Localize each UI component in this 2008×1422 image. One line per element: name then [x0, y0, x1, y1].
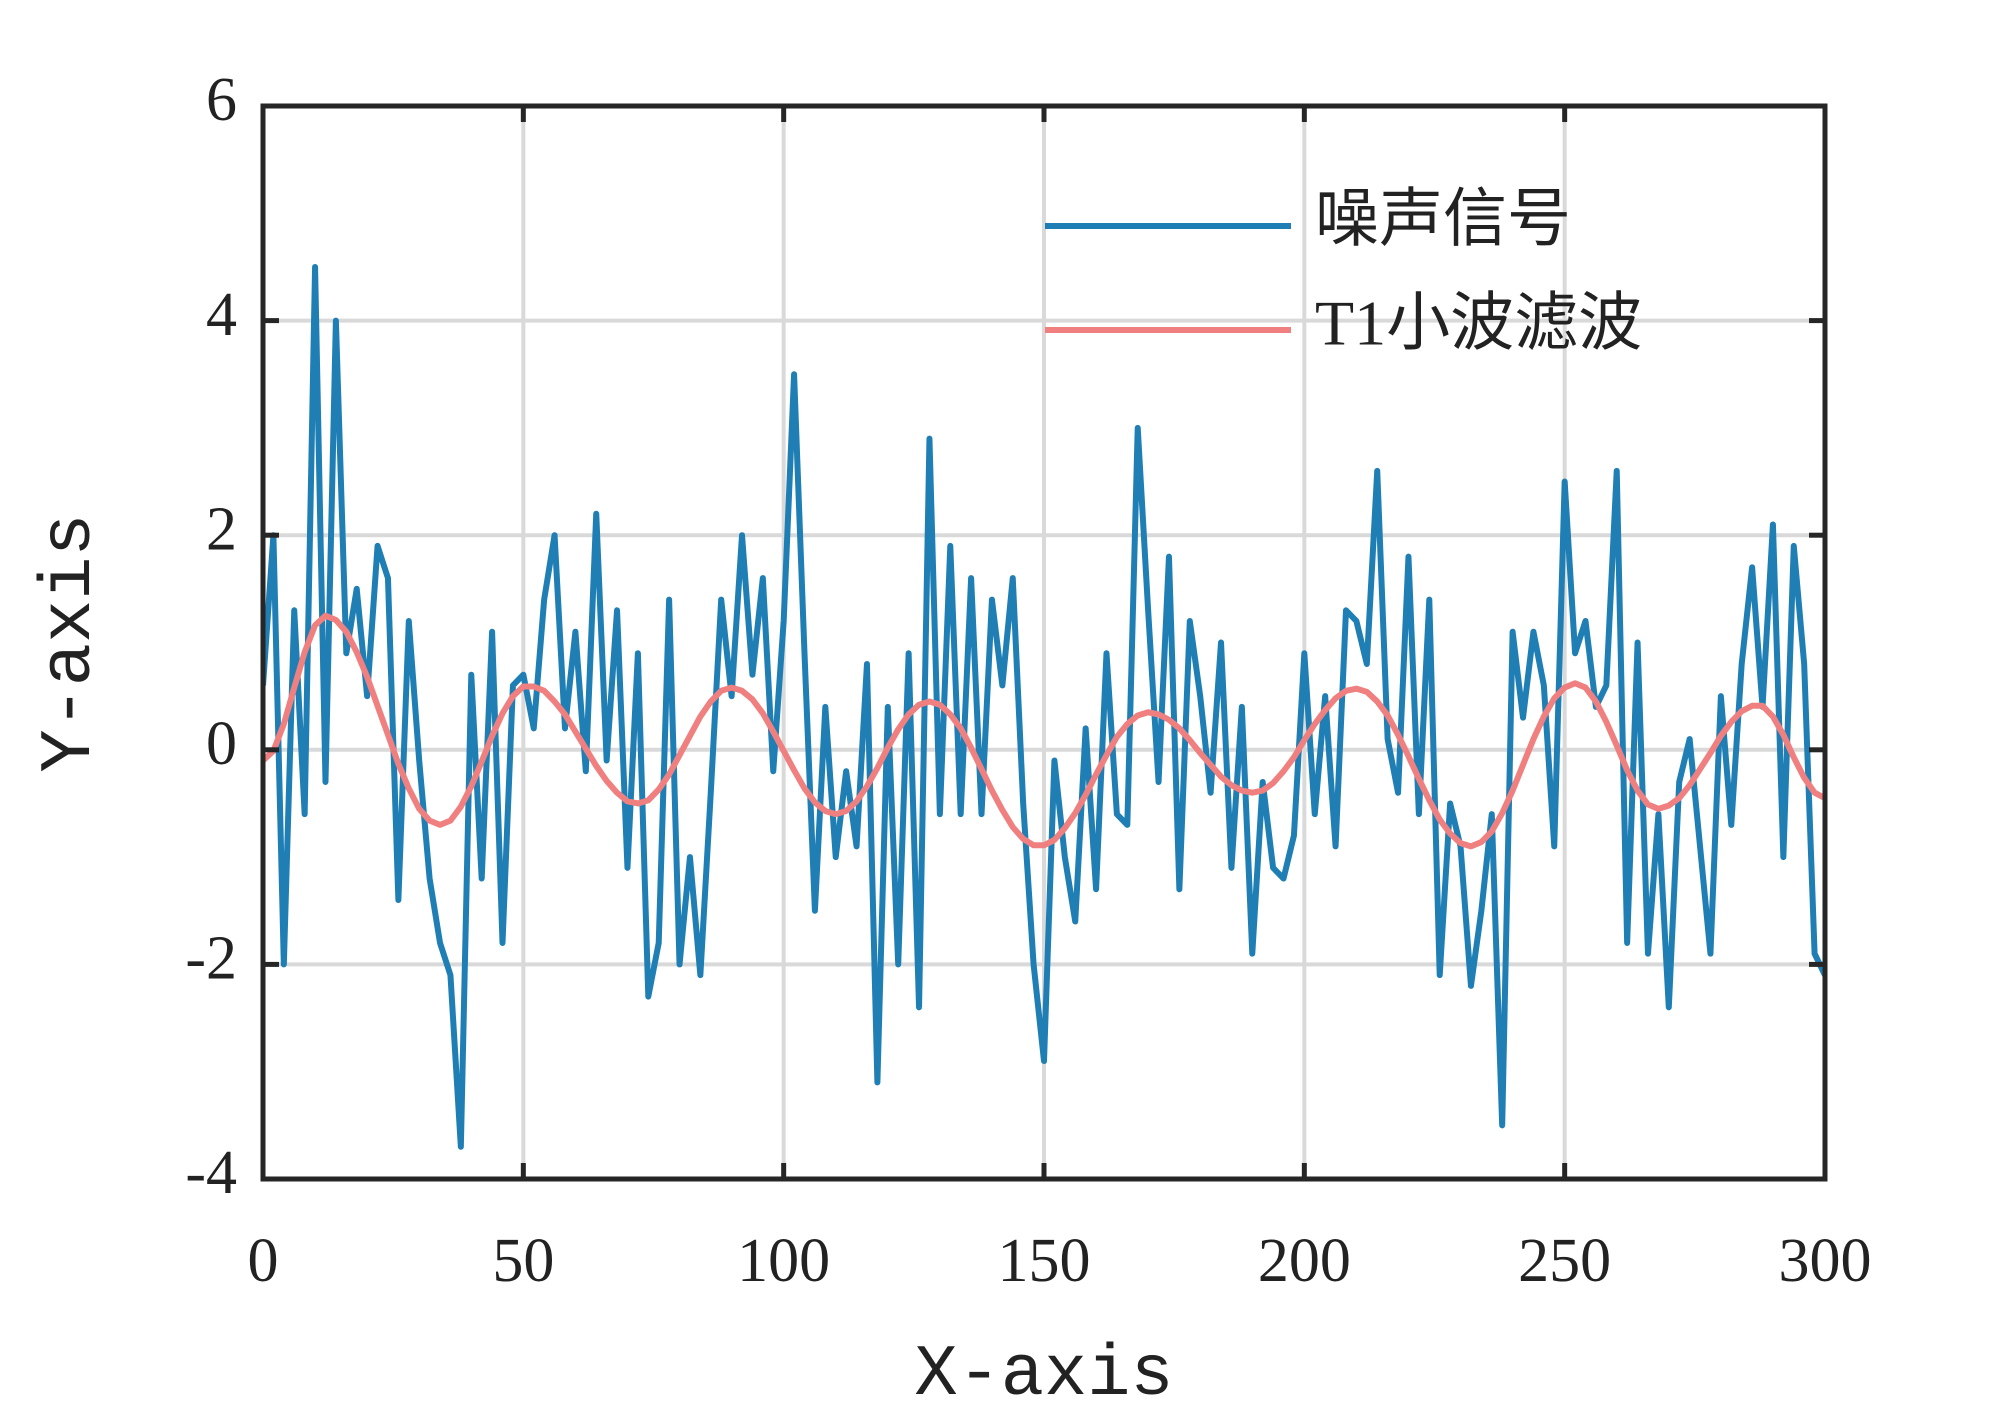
x-tick-label: 150: [998, 1227, 1091, 1295]
x-axis-label: X-axis: [914, 1334, 1173, 1416]
legend-label: 噪声信号: [1315, 184, 1571, 255]
y-tick-label: 6: [206, 66, 237, 134]
y-tick-label: -2: [185, 925, 237, 993]
x-tick-label: 200: [1258, 1227, 1351, 1295]
x-tick-label: 0: [248, 1227, 279, 1295]
x-tick-label: 50: [492, 1227, 554, 1295]
y-axis-label: Y-axis: [29, 513, 111, 772]
legend-label: T1小波滤波: [1315, 288, 1642, 359]
y-tick-label: 2: [206, 495, 237, 563]
x-tick-label: 300: [1779, 1227, 1872, 1295]
series-line: [263, 263, 1825, 1150]
y-tick-label: 4: [206, 281, 237, 349]
x-tick-label: 100: [737, 1227, 830, 1295]
y-tick-label: -4: [185, 1139, 237, 1207]
x-tick-label: 250: [1518, 1227, 1611, 1295]
y-tick-label: 0: [206, 710, 237, 778]
series-line: [263, 612, 1825, 850]
